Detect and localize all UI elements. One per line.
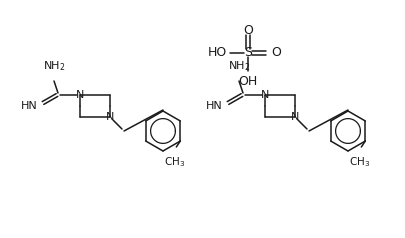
Text: N: N: [76, 90, 84, 100]
Text: CH$_3$: CH$_3$: [164, 155, 185, 169]
Text: N: N: [291, 112, 299, 122]
Text: NH$_2$: NH$_2$: [43, 59, 65, 73]
Text: N: N: [106, 112, 114, 122]
Text: N: N: [261, 90, 269, 100]
Text: OH: OH: [239, 75, 258, 88]
Text: O: O: [243, 24, 253, 36]
Text: NH$_2$: NH$_2$: [228, 59, 250, 73]
Text: O: O: [271, 46, 281, 60]
Text: HN: HN: [206, 101, 223, 111]
Text: HN: HN: [21, 101, 38, 111]
Text: S: S: [244, 46, 252, 60]
Text: CH$_3$: CH$_3$: [349, 155, 370, 169]
Text: HO: HO: [208, 46, 227, 60]
